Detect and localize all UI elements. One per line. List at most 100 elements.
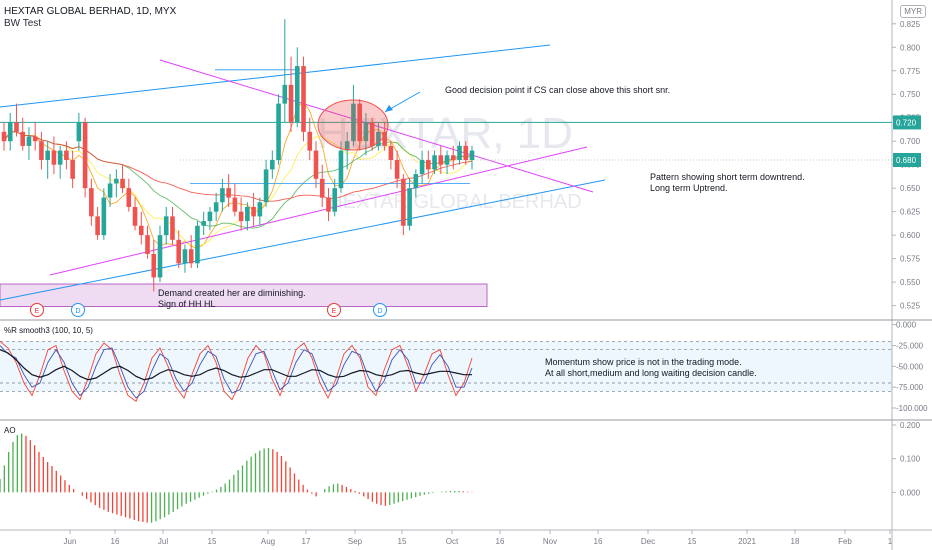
candle-body: [70, 160, 75, 179]
candle-body: [89, 188, 94, 217]
candle-body: [338, 150, 344, 189]
candle-body: [32, 136, 38, 142]
candle-body: [7, 122, 13, 142]
candle-body: [326, 197, 331, 212]
x-tick-label: 15: [208, 537, 217, 546]
event-marker: [30, 303, 44, 317]
candle-body: [369, 122, 375, 146]
candle-body: [176, 239, 182, 264]
candle-body: [101, 197, 107, 236]
study-title: BW Test: [4, 18, 42, 29]
x-tick-label: 1: [888, 537, 893, 546]
y-tick-label: 0.825: [900, 20, 921, 29]
candle-body: [301, 66, 306, 132]
x-tick-label: Feb: [838, 537, 852, 546]
candle-body: [1, 131, 7, 142]
candle-body: [357, 103, 362, 142]
price-label-box: [893, 153, 921, 167]
event-marker: [327, 303, 341, 317]
x-tick-label: 15: [688, 537, 697, 546]
y-tick-label: -50.000: [896, 362, 924, 371]
candle-body: [444, 155, 450, 165]
x-tick-label: 18: [791, 537, 800, 546]
x-tick-label: Jul: [158, 537, 168, 546]
candle-body: [39, 141, 44, 160]
candle-body: [138, 225, 144, 236]
candle-body: [195, 225, 200, 264]
candle-body: [251, 206, 256, 217]
candle-body: [57, 150, 63, 165]
y-tick-label: -100.000: [896, 404, 928, 413]
candle-body: [469, 150, 475, 160]
candle-body: [45, 150, 50, 160]
momentum-note: Momentum show price is not in the tradin…: [545, 357, 757, 378]
x-tick-label: Sep: [348, 537, 363, 546]
candle-body: [238, 211, 244, 222]
pattern-note: Pattern showing short term downtrend. Lo…: [650, 172, 805, 193]
ao-title: AO: [4, 426, 16, 435]
currency-badge[interactable]: MYR: [900, 5, 926, 18]
candle-body: [382, 131, 387, 146]
y-tick-label: 0.575: [900, 255, 921, 264]
x-tick-label: 15: [398, 537, 407, 546]
event-marker-label: E: [332, 308, 337, 315]
candle-body: [157, 235, 163, 278]
candle-body: [257, 202, 263, 217]
candle-body: [145, 235, 150, 254]
upper-channel-line: [0, 44, 551, 108]
y-tick-label: 0.600: [900, 231, 921, 240]
candle-body: [270, 160, 275, 170]
event-marker-label: D: [377, 308, 382, 315]
rising-support-line: [49, 146, 588, 276]
candle-body: [401, 178, 406, 226]
candle-body: [14, 122, 19, 132]
x-tick-label: Jun: [64, 537, 77, 546]
y-tick-label: 0.550: [900, 278, 921, 287]
x-tick-label: Nov: [543, 537, 557, 546]
oscillator-band: [0, 341, 892, 392]
candle-body: [363, 122, 369, 142]
candle-body: [332, 188, 338, 212]
candle-body: [64, 150, 69, 160]
y-tick-label: 0.625: [900, 208, 921, 217]
candle-body: [450, 155, 456, 160]
demand-note: Demand created her are diminishing. Sign…: [158, 288, 306, 309]
candle-body: [132, 206, 138, 226]
y-tick-label: 0.100: [900, 455, 921, 464]
candle-body: [376, 131, 381, 146]
oscillator-line: [0, 349, 472, 381]
candle-body: [394, 160, 400, 179]
candle-body: [276, 103, 281, 160]
candle-body: [201, 221, 206, 226]
candle-body: [20, 131, 26, 146]
x-tick-label: 2021: [738, 537, 756, 546]
decision-note: Good decision point if CS can close abov…: [445, 85, 671, 95]
candle-body: [126, 188, 132, 207]
arrow-head: [385, 105, 393, 112]
symbol-title: HEXTAR GLOBAL BERHAD, 1D, MYX: [4, 6, 177, 17]
candle-body: [107, 183, 113, 198]
candle-body: [76, 122, 82, 142]
candle-body: [294, 66, 300, 123]
candle-body: [226, 188, 231, 198]
x-tick-label: Oct: [446, 537, 459, 546]
candle-body: [351, 103, 356, 142]
y-tick-label: 0.000: [896, 321, 917, 330]
event-marker: [373, 303, 387, 317]
demand-zone-box: [0, 283, 488, 307]
plot-background: [0, 0, 892, 530]
candle-body: [120, 178, 125, 189]
candle-body: [388, 145, 394, 160]
candle-body: [51, 150, 57, 165]
y-tick-label: 0.800: [900, 43, 921, 52]
y-tick-label: -75.000: [896, 383, 924, 392]
y-tick-label: -25.000: [896, 342, 924, 351]
candle-body: [213, 202, 219, 212]
candle-body: [207, 211, 213, 222]
x-tick-label: Aug: [261, 537, 275, 546]
candle-body: [426, 160, 431, 170]
candle-body: [432, 155, 437, 170]
moving-average-line: [3, 101, 473, 249]
